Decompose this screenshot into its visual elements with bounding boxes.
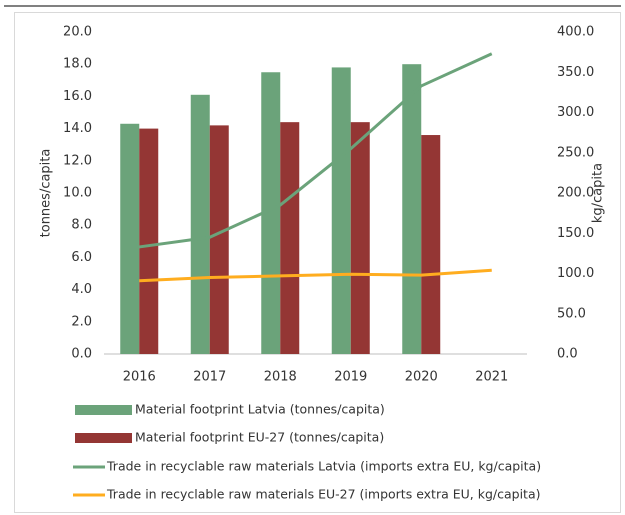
legend-label: Trade in recyclable raw materials Latvia… bbox=[106, 459, 541, 474]
y2-tick-label: 350.0 bbox=[557, 65, 594, 80]
y2-tick-label: 50.0 bbox=[557, 306, 586, 321]
y-tick-label: 0.0 bbox=[71, 347, 92, 362]
legend-swatch bbox=[75, 433, 132, 443]
legend-label: Trade in recyclable raw materials EU-27 … bbox=[106, 487, 541, 502]
bar bbox=[139, 128, 159, 354]
x-tick-label: 2018 bbox=[264, 370, 297, 385]
y-tick-label: 8.0 bbox=[71, 218, 92, 233]
y-tick-label: 18.0 bbox=[63, 57, 92, 72]
y2-tick-label: 400.0 bbox=[557, 25, 594, 40]
y2-axis-label: kg/capita bbox=[591, 163, 606, 223]
legend-label: Material footprint Latvia (tonnes/capita… bbox=[135, 402, 385, 417]
x-tick-label: 2019 bbox=[334, 370, 367, 385]
y-tick-label: 12.0 bbox=[63, 153, 92, 168]
y-tick-label: 20.0 bbox=[63, 25, 92, 40]
bar bbox=[280, 122, 300, 354]
y2-tick-label: 0.0 bbox=[557, 347, 578, 362]
x-tick-label: 2016 bbox=[123, 370, 156, 385]
bar bbox=[421, 135, 441, 354]
y-tick-label: 4.0 bbox=[71, 282, 92, 297]
frame bbox=[14, 12, 621, 513]
bar bbox=[120, 123, 140, 355]
y-tick-label: 2.0 bbox=[71, 314, 92, 329]
line-series bbox=[139, 52, 493, 249]
bar bbox=[209, 125, 229, 354]
y2-tick-label: 150.0 bbox=[557, 226, 594, 241]
y2-tick-label: 100.0 bbox=[557, 266, 594, 281]
y-tick-label: 16.0 bbox=[63, 89, 92, 104]
y2-tick-label: 200.0 bbox=[557, 186, 594, 201]
bar bbox=[350, 122, 370, 354]
y-tick-label: 6.0 bbox=[71, 250, 92, 265]
y2-tick-label: 300.0 bbox=[557, 105, 594, 120]
x-tick-label: 2020 bbox=[405, 370, 438, 385]
y2-tick-label: 250.0 bbox=[557, 145, 594, 160]
x-tick-label: 2021 bbox=[475, 370, 508, 385]
legend-label: Material footprint EU-27 (tonnes/capita) bbox=[135, 430, 384, 445]
legend-swatch bbox=[75, 405, 132, 415]
bar bbox=[190, 94, 210, 354]
bar bbox=[331, 67, 351, 355]
bar bbox=[261, 72, 281, 354]
line-series bbox=[139, 268, 492, 283]
x-tick-label: 2017 bbox=[193, 370, 226, 385]
y-tick-label: 14.0 bbox=[63, 121, 92, 136]
bar bbox=[402, 64, 422, 354]
y-tick-label: 10.0 bbox=[63, 186, 92, 201]
y-axis-label: tonnes/capita bbox=[39, 149, 54, 238]
